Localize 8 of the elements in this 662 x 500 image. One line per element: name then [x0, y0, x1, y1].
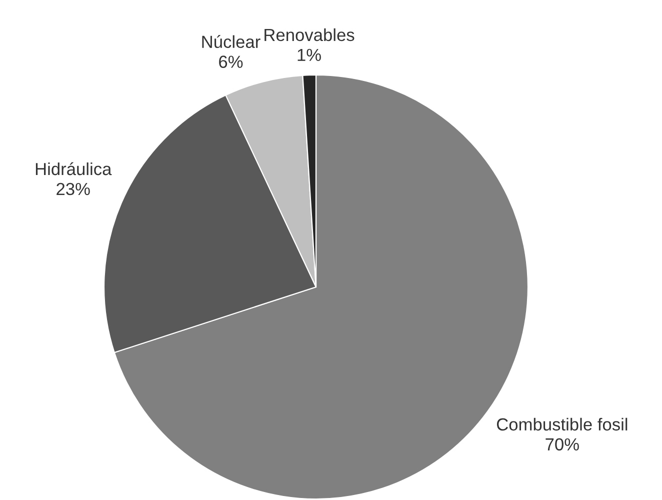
data-label: 23%	[56, 182, 90, 196]
slice-label: Renovables	[264, 28, 354, 42]
slice-label: Combustible fosil	[496, 418, 628, 431]
slice-label: Hidráulica	[36, 162, 112, 176]
data-label: 70%	[546, 438, 579, 451]
data-label: 1%	[298, 48, 321, 62]
data-label: 6%	[219, 56, 243, 68]
slice-label: Núclear	[202, 35, 260, 48]
